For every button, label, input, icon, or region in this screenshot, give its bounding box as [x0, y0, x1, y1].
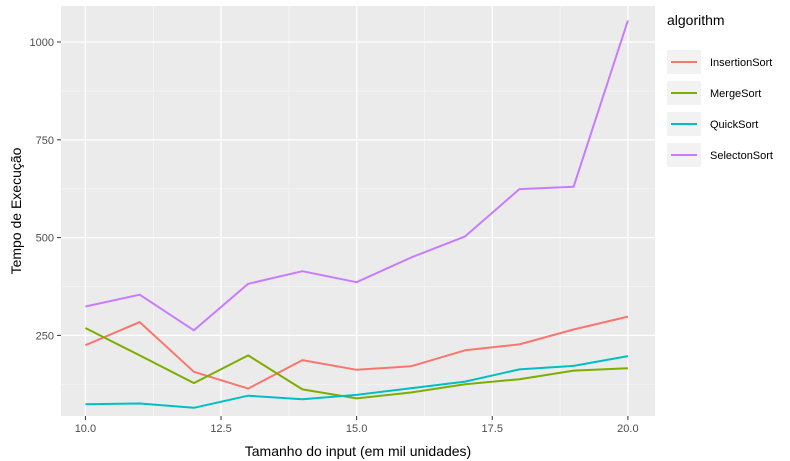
- y-tick-label: 250: [36, 330, 54, 342]
- legend-label-selectonsort: SelectonSort: [710, 150, 773, 162]
- legend-label-quicksort: QuickSort: [710, 119, 758, 131]
- x-tick-label: 12.5: [210, 423, 231, 435]
- legend-label-mergesort: MergeSort: [710, 88, 761, 100]
- x-tick-label: 20.0: [617, 423, 638, 435]
- series-line-mergesort: [84, 327, 628, 400]
- legend: algorithm InsertionSort MergeSort QuickSor…: [667, 12, 773, 167]
- series-line-selectonsort: [85, 20, 629, 332]
- y-tick-label: 500: [36, 233, 54, 245]
- x-axis-ticks: 10.0 12.5 15.0 17.5 20.0: [75, 416, 639, 435]
- x-tick-label: 17.5: [482, 423, 503, 435]
- series-line-quicksort: [85, 355, 629, 409]
- legend-label-insertionsort: InsertionSort: [710, 57, 772, 69]
- x-tick-label: 15.0: [346, 423, 367, 435]
- series-line-insertionsort: [85, 315, 629, 390]
- y-tick-label: 750: [36, 135, 54, 147]
- y-tick-label: 1000: [30, 37, 54, 49]
- x-axis-title: Tamanho do input (em mil unidades): [245, 443, 471, 459]
- major-gridlines: [61, 6, 655, 416]
- y-axis-ticks: 250 500 750 1000: [30, 37, 61, 342]
- legend-title: algorithm: [667, 12, 725, 28]
- x-tick-label: 10.0: [75, 423, 96, 435]
- y-axis-title: Tempo de Execução: [8, 147, 24, 274]
- minor-gridlines: [61, 6, 655, 416]
- plot-panel: [61, 6, 655, 416]
- series-lines: [84, 20, 629, 409]
